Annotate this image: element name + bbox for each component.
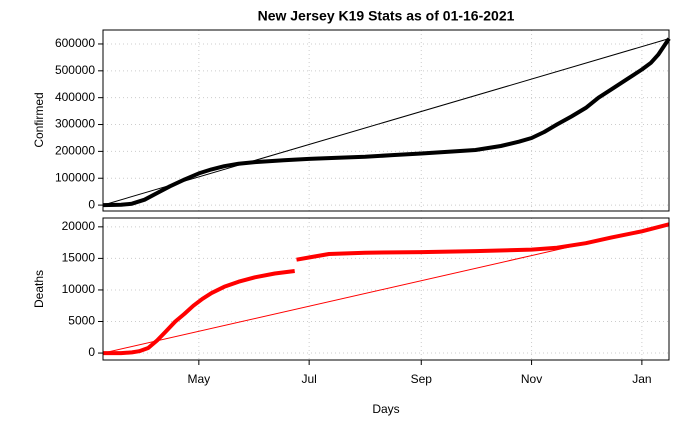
plot-frame [102,217,670,361]
y-tick-label: 5000 [68,314,95,328]
y-tick-label: 15000 [62,251,96,265]
x-tick-label: Jul [301,372,316,386]
y-tick-label: 200000 [55,144,95,158]
y-tick-label: 10000 [62,282,96,296]
chart-title: New Jersey K19 Stats as of 01-16-2021 [258,8,515,24]
plot-frame [102,29,670,212]
y-tick-label: 600000 [55,36,95,50]
data-line [102,38,670,206]
x-tick-label: Nov [521,372,542,386]
y-axis-label: Confirmed [32,92,46,147]
y-tick-label: 20000 [62,219,96,233]
x-tick-label: Sep [411,372,433,386]
y-tick-label: 0 [88,197,95,211]
y-tick-label: 500000 [55,63,95,77]
x-tick-label: May [188,372,211,386]
x-axis-label: Days [372,402,399,416]
data-line [102,223,670,354]
x-tick-label: Jan [632,372,651,386]
y-tick-label: 100000 [55,170,95,184]
y-tick-label: 400000 [55,90,95,104]
y-tick-label: 0 [88,345,95,359]
y-axis-label: Deaths [32,270,46,308]
y-tick-label: 300000 [55,117,95,131]
